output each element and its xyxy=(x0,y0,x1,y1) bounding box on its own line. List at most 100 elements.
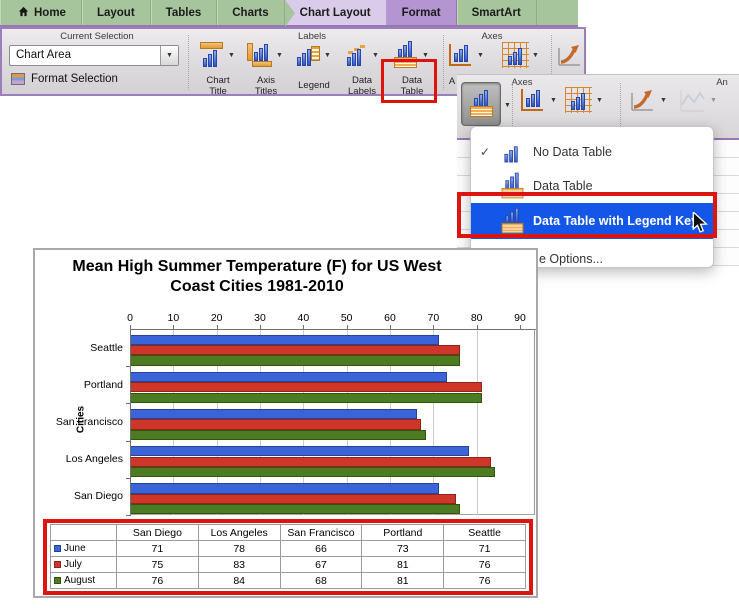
bar-august-san-francisco xyxy=(131,429,426,441)
menu-item-data-table-with-legend-key[interactable]: Data Table with Legend Key xyxy=(471,203,713,239)
chart-title-caption: Chart Title xyxy=(206,75,230,97)
axes-button[interactable]: ▼ xyxy=(447,42,484,68)
chart-title-button[interactable]: ▼ xyxy=(198,42,235,68)
table-legend-cell-august: August xyxy=(51,573,117,589)
data-labels-button[interactable]: ▼ xyxy=(342,42,379,68)
chevron-down-icon[interactable]: ▼ xyxy=(228,51,235,59)
axes-caption-fragment: A xyxy=(448,76,456,87)
group-separator xyxy=(188,35,189,90)
tab-smartart[interactable]: SmartArt xyxy=(457,0,537,25)
menu-item-options[interactable]: e Options... xyxy=(471,243,713,275)
line-chart-icon xyxy=(679,87,706,113)
table-value-august-1: 84 xyxy=(198,573,281,589)
current-selection-combobox[interactable]: Chart Area ▼ xyxy=(9,45,179,66)
axis-titles-icon xyxy=(246,42,273,68)
trendline-icon xyxy=(629,87,656,113)
format-selection-button[interactable]: Format Selection xyxy=(11,73,118,85)
table-value-august-2: 68 xyxy=(280,573,363,589)
table-header-san-francisco: San Francisco xyxy=(280,525,363,541)
tab-layout[interactable]: Layout xyxy=(82,0,151,25)
bar-july-san-diego xyxy=(131,493,456,505)
bar-june-los-angeles xyxy=(131,446,469,457)
chevron-down-icon[interactable]: ▼ xyxy=(710,96,717,104)
data-table-dropdown-menu: ✓ No Data Table Data Table Data Table wi… xyxy=(470,126,714,268)
legend-caption: Legend xyxy=(298,80,330,91)
menu-item-data-table[interactable]: Data Table xyxy=(471,169,713,203)
popup-axes-button[interactable]: ▼ xyxy=(519,87,557,113)
chart-title: Mean High Summer Temperature (F) for US … xyxy=(57,257,457,297)
chevron-down-icon[interactable]: ▼ xyxy=(276,51,283,59)
chevron-down-icon[interactable]: ▼ xyxy=(504,102,511,109)
legend-button[interactable]: ▼ xyxy=(294,42,331,68)
x-axis-tick-label: 40 xyxy=(297,312,310,324)
popup-error-bars-button[interactable]: ▼ xyxy=(679,87,717,113)
bar-august-san-diego xyxy=(131,504,461,515)
chevron-down-icon[interactable]: ▼ xyxy=(550,96,557,104)
chart-title-line-2: Coast Cities 1981-2010 xyxy=(170,278,344,295)
chart-title-line-1: Mean High Summer Temperature (F) for US … xyxy=(72,258,442,275)
chevron-down-icon[interactable]: ▼ xyxy=(477,51,484,59)
bar-july-seattle xyxy=(131,344,461,356)
chevron-down-icon[interactable]: ▼ xyxy=(660,96,667,104)
table-value-july-3: 81 xyxy=(362,557,445,573)
popup-gridlines-button[interactable]: ▼ xyxy=(565,87,603,113)
table-value-june-3: 73 xyxy=(362,541,445,557)
data-table-button-pressed[interactable] xyxy=(461,82,501,126)
axis-titles-button[interactable]: ▼ xyxy=(246,42,283,68)
tab-format[interactable]: Format xyxy=(386,0,457,25)
table-header-los-angeles: Los Angeles xyxy=(198,525,281,541)
chevron-down-icon[interactable]: ▼ xyxy=(324,51,331,59)
tab-label: Tables xyxy=(165,6,202,19)
tab-label: Charts xyxy=(232,6,269,19)
chevron-down-icon[interactable]: ▼ xyxy=(422,51,429,59)
table-value-june-1: 78 xyxy=(198,541,281,557)
gridline xyxy=(476,330,478,515)
table-value-june-2: 66 xyxy=(280,541,363,557)
trendline-button[interactable] xyxy=(556,42,583,68)
table-value-july-1: 83 xyxy=(198,557,281,573)
data-table-icon xyxy=(392,41,419,68)
tab-tables[interactable]: Tables xyxy=(151,0,218,25)
charts-tab-arrow xyxy=(284,0,295,27)
chart-layout-ribbon: Current Selection Chart Area ▼ Format Se… xyxy=(0,27,586,96)
x-axis-tick-mark xyxy=(433,325,435,329)
tab-label: Home xyxy=(34,6,66,19)
x-axis-tick-mark xyxy=(520,325,521,329)
tab-label: Format xyxy=(401,6,441,19)
chevron-down-icon[interactable]: ▼ xyxy=(372,51,379,59)
chevron-down-icon[interactable]: ▼ xyxy=(532,51,539,59)
axes-icon xyxy=(447,42,474,68)
no-data-table-icon xyxy=(500,140,526,165)
x-axis-tick-mark xyxy=(173,325,175,329)
y-axis-tick-mark xyxy=(126,403,131,405)
chevron-down-icon: ▼ xyxy=(166,52,173,59)
menu-item-no-data-table[interactable]: ✓ No Data Table xyxy=(471,135,713,169)
gridlines-icon xyxy=(565,87,592,113)
tab-charts[interactable]: Charts xyxy=(217,0,285,25)
checkmark-icon: ✓ xyxy=(480,145,491,159)
data-table-button[interactable]: ▼ xyxy=(392,41,429,68)
group-label-axes: Axes xyxy=(481,31,503,42)
plot-area xyxy=(130,329,535,515)
ribbon-tab-bar: Home Layout Tables Charts Chart Layout F… xyxy=(0,0,578,27)
x-axis-tick-label: 0 xyxy=(127,312,133,324)
table-value-july-2: 67 xyxy=(280,557,363,573)
tab-home[interactable]: Home xyxy=(0,0,82,25)
bar-august-seattle xyxy=(131,355,461,366)
menu-item-label: e Options... xyxy=(539,252,603,266)
table-value-july-4: 76 xyxy=(444,557,526,573)
red-annotation-box-data-table xyxy=(43,519,533,595)
mouse-cursor xyxy=(692,210,709,238)
bar-august-portland xyxy=(131,392,482,403)
popup-trendline-button[interactable]: ▼ xyxy=(629,87,667,113)
chevron-down-icon[interactable]: ▼ xyxy=(596,96,603,104)
x-axis-tick-mark xyxy=(260,325,261,329)
gridlines-button[interactable]: ▼ xyxy=(502,42,539,68)
combo-dropdown-button[interactable]: ▼ xyxy=(160,46,178,65)
x-axis-tick-label: 70 xyxy=(427,312,440,324)
popup-group-label-analysis-fragment: An xyxy=(716,77,728,88)
x-axis-line xyxy=(130,329,536,330)
tab-chart-layout[interactable]: Chart Layout xyxy=(284,0,387,25)
y-axis-tick-mark xyxy=(126,440,131,442)
table-value-july-0: 75 xyxy=(117,557,199,573)
